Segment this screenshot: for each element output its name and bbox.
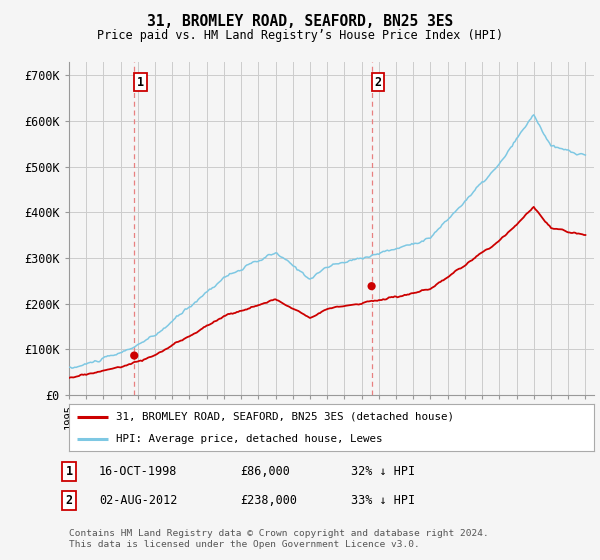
Text: 31, BROMLEY ROAD, SEAFORD, BN25 3ES (detached house): 31, BROMLEY ROAD, SEAFORD, BN25 3ES (det…	[116, 412, 454, 422]
Text: 32% ↓ HPI: 32% ↓ HPI	[351, 465, 415, 478]
Text: 33% ↓ HPI: 33% ↓ HPI	[351, 493, 415, 507]
Text: Contains HM Land Registry data © Crown copyright and database right 2024.
This d: Contains HM Land Registry data © Crown c…	[69, 529, 489, 549]
Text: HPI: Average price, detached house, Lewes: HPI: Average price, detached house, Lewe…	[116, 434, 383, 444]
Text: 1: 1	[65, 465, 73, 478]
Point	[130, 351, 139, 360]
Text: £238,000: £238,000	[240, 493, 297, 507]
Text: 2: 2	[374, 76, 382, 88]
Text: 16-OCT-1998: 16-OCT-1998	[99, 465, 178, 478]
Text: 02-AUG-2012: 02-AUG-2012	[99, 493, 178, 507]
Text: £86,000: £86,000	[240, 465, 290, 478]
Text: 31, BROMLEY ROAD, SEAFORD, BN25 3ES: 31, BROMLEY ROAD, SEAFORD, BN25 3ES	[147, 14, 453, 29]
Text: Price paid vs. HM Land Registry’s House Price Index (HPI): Price paid vs. HM Land Registry’s House …	[97, 29, 503, 42]
Text: 1: 1	[137, 76, 144, 88]
Text: 2: 2	[65, 493, 73, 507]
Point	[367, 282, 376, 291]
